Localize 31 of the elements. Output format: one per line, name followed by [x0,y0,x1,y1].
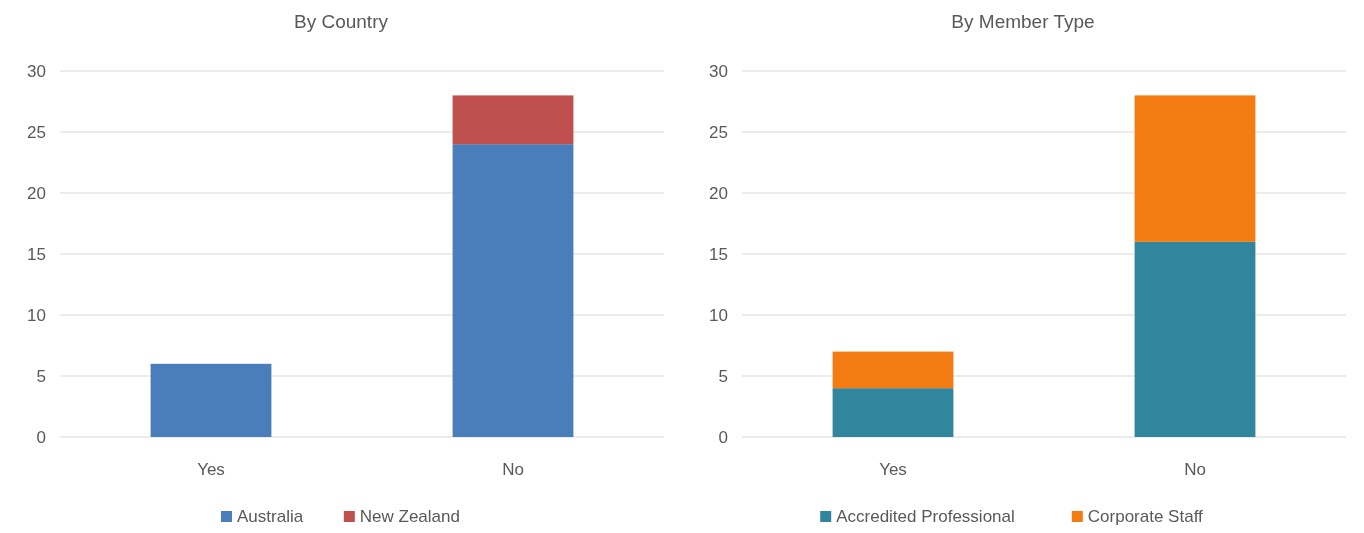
y-tick-label: 20 [27,183,46,203]
y-tick-label: 10 [709,305,728,325]
legend-label: New Zealand [359,507,460,526]
bar [1134,95,1256,242]
bar [150,363,272,437]
legend-label: Accredited Professional [836,507,1015,526]
y-tick-label: 15 [709,244,728,264]
y-tick-label: 25 [709,122,728,142]
y-tick-label: 5 [718,366,728,386]
y-tick-label: 5 [36,366,46,386]
chart-title: By Country [294,11,389,32]
x-tick-label: Yes [879,460,907,479]
chart-title: By Member Type [951,11,1095,32]
y-tick-label: 20 [709,183,728,203]
y-tick-label: 25 [27,122,46,142]
bar [1134,241,1256,437]
y-tick-label: 15 [27,244,46,264]
y-tick-label: 0 [36,427,46,447]
bar [452,144,574,437]
bar [832,388,954,437]
x-tick-label: Yes [197,460,225,479]
y-tick-label: 0 [718,427,728,447]
x-tick-label: No [502,460,524,479]
legend-label: Australia [237,507,304,526]
bar [452,95,574,145]
y-tick-label: 30 [709,61,728,81]
y-tick-label: 30 [27,61,46,81]
legend-label: Corporate Staff [1087,507,1204,526]
x-tick-label: No [1184,460,1206,479]
y-tick-label: 10 [27,305,46,325]
bar [832,351,954,389]
